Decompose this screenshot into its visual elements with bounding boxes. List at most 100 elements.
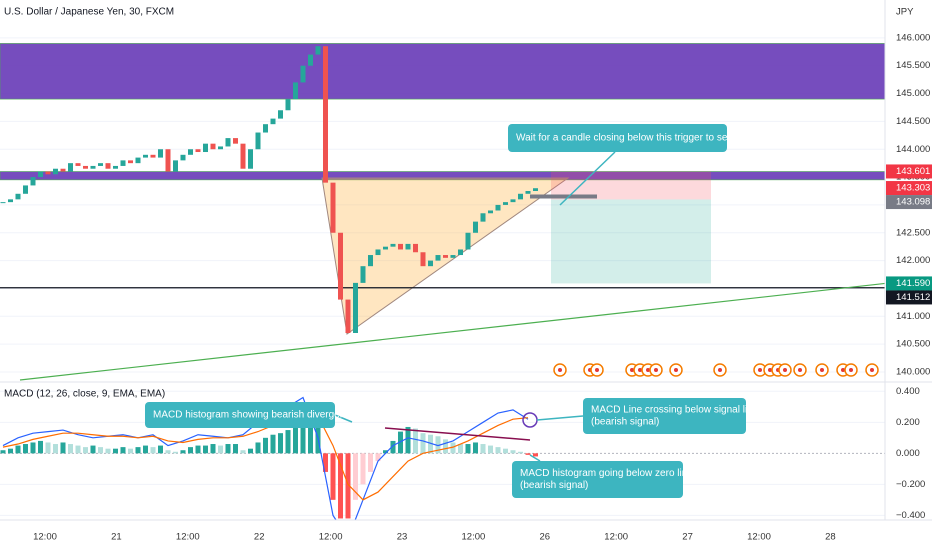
candle (120, 160, 126, 166)
callout-text: (bearish signal) (520, 480, 588, 491)
candle (15, 193, 21, 200)
histogram-bar (143, 445, 148, 454)
histogram-bar (23, 444, 28, 454)
event-dot (654, 368, 658, 372)
histogram-bar (413, 428, 418, 454)
histogram-bar (53, 444, 58, 454)
x-tick-label: 21 (111, 532, 122, 543)
candle (203, 143, 208, 153)
callout-text: MACD histogram showing bearish divergenc… (153, 410, 356, 421)
histogram-bar (495, 447, 501, 454)
callout-text: MACD Line crossing below signal line (591, 405, 759, 416)
candle (188, 149, 193, 155)
price-tag-label: 143.303 (896, 183, 930, 194)
price-tag (886, 181, 932, 196)
candle (450, 255, 456, 258)
candle (23, 185, 28, 194)
y-tick-label: 144.000 (896, 144, 930, 155)
x-tick-label: 22 (254, 532, 265, 543)
candle (480, 213, 486, 222)
candle (398, 243, 403, 250)
candle (323, 46, 328, 183)
event-dot (646, 368, 650, 372)
candle (278, 110, 283, 119)
histogram-bar (465, 444, 471, 454)
price-tag (886, 195, 932, 210)
histogram-bar (233, 444, 238, 454)
candle (38, 171, 43, 178)
histogram-bar (375, 453, 381, 462)
histogram-bar (83, 447, 88, 454)
macd-title: MACD (12, 26, close, 9, EMA, EMA) (4, 389, 165, 400)
histogram-bar (345, 453, 351, 519)
x-tick-label: 12:00 (319, 532, 343, 543)
histogram-bar (443, 439, 448, 454)
y-tick-label: 0.400 (896, 386, 920, 397)
candle (135, 157, 141, 164)
candle (255, 132, 261, 150)
y-tick-label: 0.200 (896, 417, 920, 428)
histogram-bar (180, 450, 186, 454)
candle (315, 46, 321, 55)
histogram-bar (368, 453, 373, 472)
candle (525, 191, 531, 194)
y-tick-label: 142.000 (896, 255, 930, 266)
callout-box (145, 402, 335, 428)
histogram-bar (398, 431, 403, 454)
y-tick-label: 140.500 (896, 339, 930, 350)
histogram-bar (165, 450, 171, 454)
histogram-bar (510, 450, 516, 454)
histogram-bar (458, 444, 463, 454)
candle (420, 252, 426, 267)
candle (218, 146, 223, 150)
candle (518, 193, 523, 200)
candle (105, 163, 111, 169)
candle (8, 199, 13, 203)
histogram-bar (45, 442, 51, 454)
histogram-bar (300, 423, 306, 454)
event-dot (595, 368, 599, 372)
candle (465, 232, 471, 250)
event-dot (718, 368, 722, 372)
candle (98, 163, 103, 166)
histogram-bar (525, 453, 531, 455)
histogram-bar (435, 436, 441, 454)
candle (240, 143, 246, 169)
histogram-bar (105, 448, 111, 454)
histogram-bar (353, 453, 358, 500)
histogram-bar (188, 447, 193, 454)
zone (0, 43, 885, 100)
histogram-bar (405, 426, 411, 454)
candle (458, 249, 463, 256)
x-tick-label: 12:00 (176, 532, 200, 543)
candle (0, 202, 6, 204)
histogram-bar (293, 426, 298, 454)
y-tick-label: −0.400 (896, 510, 925, 521)
histogram-bar (128, 448, 133, 454)
cross-marker (522, 412, 538, 428)
event-dot (841, 368, 845, 372)
histogram-bar (30, 442, 36, 454)
x-tick-label: 26 (540, 532, 551, 543)
x-tick-label: 12:00 (604, 532, 628, 543)
candle (353, 282, 358, 333)
candle (503, 202, 508, 205)
event-dot (630, 368, 634, 372)
histogram-bar (533, 453, 538, 457)
histogram-bar (0, 450, 6, 454)
candle (368, 255, 373, 267)
candle (428, 260, 433, 267)
candle (83, 165, 88, 169)
candle (338, 232, 343, 300)
histogram-bar (135, 447, 141, 454)
x-tick-label: 23 (397, 532, 408, 543)
candle (165, 149, 171, 172)
candle (510, 199, 516, 203)
x-tick-label: 28 (825, 532, 836, 543)
y-tick-label: 142.500 (896, 227, 930, 238)
candle (75, 163, 81, 166)
histogram-bar (225, 444, 231, 454)
histogram-bar (240, 450, 246, 454)
candle (30, 177, 36, 186)
histogram-bar (210, 444, 216, 454)
